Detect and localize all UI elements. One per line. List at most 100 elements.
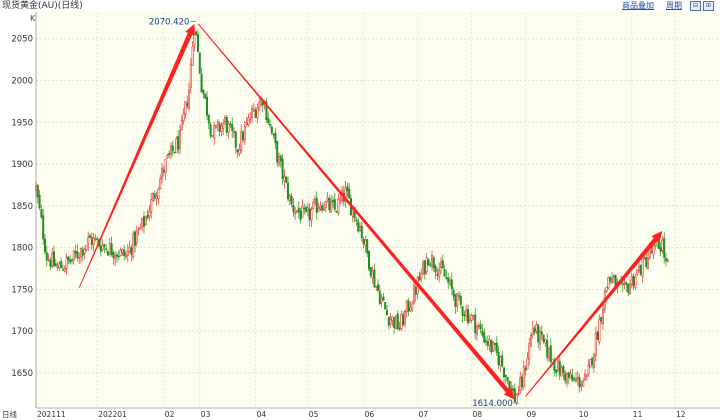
candle-down — [423, 260, 426, 275]
candle-down — [69, 259, 72, 263]
candle-up — [448, 279, 451, 284]
candle-up — [580, 384, 583, 387]
candle-down — [130, 247, 133, 255]
candle-down — [162, 169, 165, 173]
x-tick-label: 02 — [165, 410, 175, 419]
candle-up — [179, 129, 182, 149]
candle-up — [184, 101, 187, 115]
candle-down — [225, 117, 228, 133]
candle-down — [441, 260, 444, 269]
candle-down — [134, 231, 137, 246]
candle-down — [542, 334, 545, 342]
candle-down — [81, 249, 84, 256]
candle-up — [389, 318, 392, 325]
candle-down — [116, 254, 119, 257]
y-tick-label: 2000 — [11, 77, 33, 87]
candle-up — [139, 227, 142, 230]
trend-arrow — [197, 23, 515, 400]
candle-up — [394, 315, 397, 330]
candle-up — [312, 202, 315, 209]
y-tick-label: 1950 — [11, 118, 33, 128]
candle-up — [576, 376, 579, 379]
candle-down — [304, 207, 307, 212]
candle-up — [375, 286, 378, 288]
candle-down — [540, 331, 543, 335]
candle-down — [211, 135, 214, 137]
candle-up — [477, 325, 480, 328]
candle-up — [283, 176, 286, 182]
period-link[interactable]: 周期 — [666, 1, 682, 10]
candle-up — [526, 358, 529, 370]
candle-up — [126, 250, 129, 256]
candle-up — [641, 256, 644, 277]
candle-up — [63, 267, 66, 272]
candle-up — [135, 231, 138, 244]
candle-down — [177, 136, 180, 150]
candle-down — [461, 306, 464, 316]
candle-up — [51, 253, 54, 267]
candle-up — [470, 315, 473, 321]
candle-down — [76, 251, 79, 259]
candle-down — [297, 207, 300, 213]
candle-down — [40, 208, 43, 218]
candle-down — [479, 324, 482, 330]
candle-down — [457, 295, 460, 297]
candle-down — [443, 269, 446, 277]
candle-up — [101, 244, 104, 250]
candle-down — [234, 131, 237, 148]
x-tick-label: 06 — [365, 410, 375, 419]
candle-down — [506, 376, 509, 381]
candle-up — [652, 244, 655, 255]
candle-up — [295, 210, 298, 212]
candle-down — [366, 239, 369, 254]
candle-up — [128, 246, 131, 252]
overlay-commodity-link[interactable]: 商品叠加 — [622, 1, 654, 10]
candle-up — [499, 356, 502, 366]
candle-up — [47, 259, 50, 261]
y-unit-label: K — [30, 14, 36, 23]
candle-up — [492, 342, 495, 353]
candle-down — [387, 316, 390, 326]
high-price-label: 2070.420 — [149, 18, 190, 28]
candle-up — [301, 205, 304, 218]
low-price-label: 1614.000 — [472, 399, 513, 409]
candle-up — [80, 248, 83, 257]
candle-down — [355, 219, 358, 222]
candle-down — [274, 132, 277, 144]
x-tick-label: 03 — [201, 410, 211, 419]
candle-down — [524, 368, 527, 371]
candle-down — [657, 241, 660, 249]
candle-up — [322, 208, 325, 211]
candle-up — [403, 311, 406, 324]
candle-down — [333, 199, 336, 210]
candle-down — [267, 117, 270, 124]
candle-down — [353, 207, 356, 219]
candle-down — [650, 251, 653, 253]
candle-up — [646, 257, 649, 269]
candle-up — [288, 195, 291, 201]
candle-down — [236, 149, 239, 152]
candlestick-chart: K 1650 1700 1750 1800 1850 1900 1950 2000 2050 202… — [0, 12, 720, 420]
candle-down — [331, 200, 334, 203]
expand-icon[interactable]: ⊞ — [703, 1, 714, 11]
trend-arrow — [78, 23, 195, 288]
candle-down — [549, 345, 552, 362]
candle-down — [520, 376, 523, 388]
candle-down — [463, 314, 466, 317]
candle-down — [171, 145, 174, 152]
candle-down — [418, 276, 421, 281]
candle-up — [251, 108, 254, 118]
candle-down — [402, 314, 405, 326]
candle-up — [240, 131, 243, 152]
candle-up — [594, 333, 597, 356]
candle-up — [125, 254, 128, 257]
candle-down — [299, 210, 302, 220]
candle-down — [513, 388, 516, 403]
candle-up — [610, 278, 613, 284]
candle-up — [409, 307, 412, 311]
candle-down — [270, 126, 273, 134]
candle-up — [78, 257, 81, 259]
shrink-icon[interactable]: ⊟ — [690, 1, 701, 11]
candle-down — [218, 123, 221, 132]
candle-down — [328, 198, 331, 211]
